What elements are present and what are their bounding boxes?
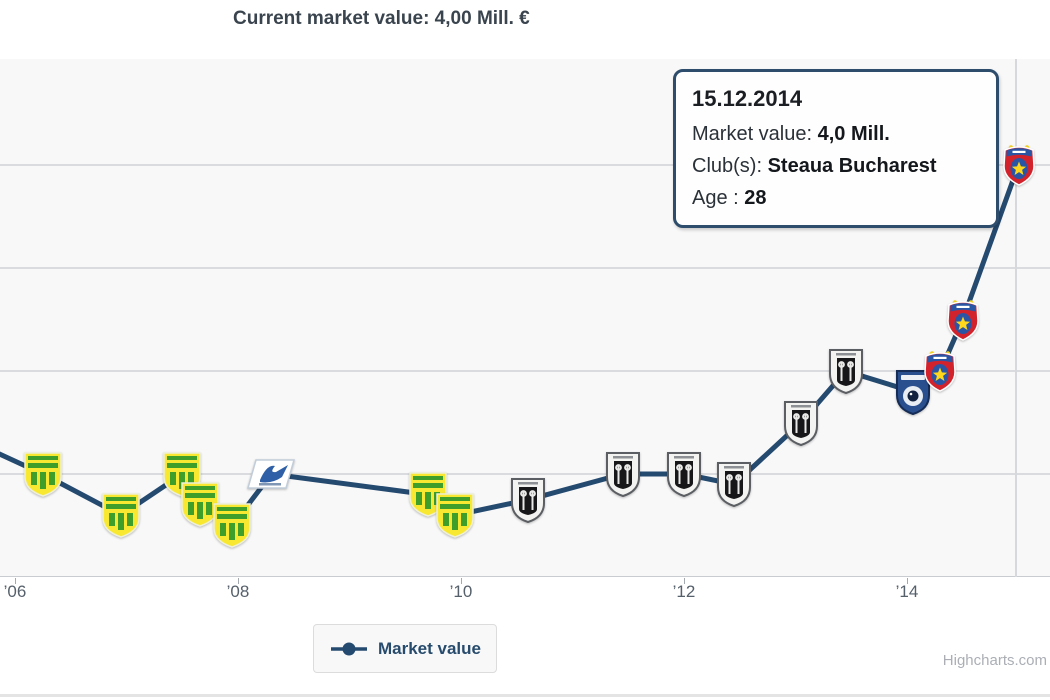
club-crest-angers[interactable] bbox=[509, 477, 547, 523]
club-crest-libourne[interactable] bbox=[247, 459, 296, 489]
club-crest-angers[interactable] bbox=[782, 400, 820, 446]
tooltip-age: 28 bbox=[744, 187, 767, 209]
tooltip-club-row: Club(s): Steaua Bucharest bbox=[692, 150, 980, 182]
legend-label: Market value bbox=[378, 638, 481, 658]
club-crest-angers[interactable] bbox=[604, 451, 642, 497]
club-crest-steaua[interactable] bbox=[945, 299, 981, 341]
x-axis-tick bbox=[15, 578, 16, 584]
x-axis-label: ’08 bbox=[226, 582, 250, 601]
x-axis-label: ’14 bbox=[895, 582, 919, 601]
tooltip-club-label: Club(s): bbox=[692, 155, 768, 177]
club-crest-nantes[interactable] bbox=[435, 492, 475, 538]
club-crest-steaua[interactable] bbox=[922, 350, 958, 392]
tooltip-market-value-label: Market value: bbox=[692, 123, 818, 145]
x-axis-label: ’06 bbox=[3, 582, 27, 601]
club-crest-angers[interactable] bbox=[827, 348, 865, 394]
tooltip-club: Steaua Bucharest bbox=[767, 155, 937, 177]
tooltip-market-value-row: Market value: 4,0 Mill. bbox=[692, 118, 980, 150]
x-axis-tick bbox=[238, 578, 239, 584]
legend-item-market-value[interactable]: Market value bbox=[313, 624, 497, 673]
x-axis-tick bbox=[907, 578, 908, 584]
club-crest-nantes[interactable] bbox=[23, 451, 63, 497]
x-axis-label: ’10 bbox=[449, 582, 473, 601]
tooltip-age-label: Age : bbox=[692, 187, 745, 209]
club-crest-nantes[interactable] bbox=[101, 492, 141, 538]
club-crest-angers[interactable] bbox=[665, 451, 703, 497]
tooltip-market-value: 4,0 Mill. bbox=[817, 123, 890, 145]
chart-title: Current market value: 4,00 Mill. € bbox=[233, 8, 530, 29]
legend-marker-icon bbox=[331, 642, 367, 655]
x-axis-label: ’12 bbox=[672, 582, 696, 601]
x-axis-tick bbox=[461, 578, 462, 584]
tooltip-age-row: Age : 28 bbox=[692, 182, 980, 214]
tooltip-date: 15.12.2014 bbox=[692, 86, 803, 111]
club-crest-angers[interactable] bbox=[715, 461, 753, 508]
highcharts-credit-link[interactable]: Highcharts.com bbox=[942, 652, 1047, 669]
x-axis-tick bbox=[684, 578, 685, 584]
bottom-divider bbox=[0, 694, 1050, 697]
club-crest-nantes[interactable] bbox=[212, 503, 252, 548]
chart-tooltip: 15.12.2014 Market value: 4,0 Mill. Club(… bbox=[673, 69, 999, 228]
club-crest-steaua[interactable] bbox=[1001, 144, 1037, 186]
